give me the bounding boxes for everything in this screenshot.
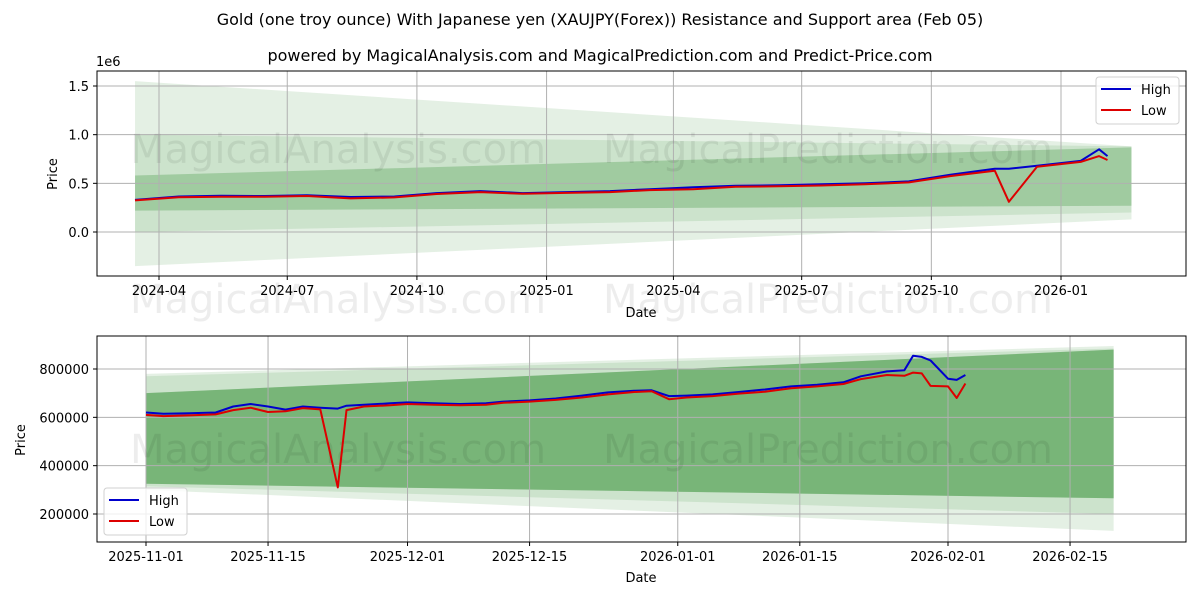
band-core bbox=[146, 349, 1114, 499]
band-inner bbox=[146, 349, 1114, 499]
watermark-right: MagicalPrediction.com bbox=[603, 427, 1053, 473]
x-tick-label: 2026-01-01 bbox=[640, 550, 716, 565]
axes-frame bbox=[96, 335, 1187, 543]
y-axis-label: Price bbox=[14, 424, 29, 456]
series-high-line bbox=[145, 354, 966, 415]
watermarks: MagicalAnalysis.com MagicalPrediction.co… bbox=[130, 127, 1053, 173]
legend: High Low bbox=[103, 487, 188, 536]
grid-lines bbox=[97, 336, 1186, 542]
watermark-right: MagicalPrediction.com bbox=[603, 277, 1053, 323]
x-tick-label: 2025-04 bbox=[646, 284, 700, 299]
y-tick-label: 800000 bbox=[39, 363, 89, 378]
chart-subtitle: powered by MagicalAnalysis.com and Magic… bbox=[267, 46, 933, 65]
y-axis-label: Price bbox=[46, 158, 61, 190]
x-axis-ticks: 2024-04 2024-07 2024-10 2025-01 2025-04 2025-… bbox=[132, 276, 1088, 299]
legend-low-label: Low bbox=[1141, 104, 1167, 119]
legend: High Low bbox=[1095, 76, 1180, 125]
x-tick-label: 2026-02-01 bbox=[910, 550, 986, 565]
price-lines bbox=[145, 354, 967, 489]
legend-high-label: High bbox=[1141, 83, 1171, 98]
x-tick-label: 2025-12-15 bbox=[492, 550, 568, 565]
watermarks: MagicalAnalysis.com MagicalPrediction.co… bbox=[130, 277, 1053, 473]
x-tick-label: 2026-02-15 bbox=[1032, 550, 1108, 565]
x-tick-label: 2025-10 bbox=[904, 284, 958, 299]
y-axis-ticks: 200000 400000 600000 800000 bbox=[39, 363, 97, 523]
x-tick-label: 2025-11-01 bbox=[108, 550, 184, 565]
top-chart: MagicalAnalysis.com MagicalPrediction.co… bbox=[46, 55, 1187, 321]
chart-title: Gold (one troy ounce) With Japanese yen … bbox=[216, 10, 984, 29]
price-lines bbox=[134, 148, 1109, 203]
x-tick-label: 2024-07 bbox=[260, 284, 314, 299]
x-axis-label: Date bbox=[625, 306, 656, 321]
band-inner bbox=[135, 147, 1132, 211]
x-tick-label: 2025-01 bbox=[519, 284, 573, 299]
y-tick-label: 600000 bbox=[39, 411, 89, 426]
y-tick-label: 1.5 bbox=[68, 80, 89, 95]
axes-frame bbox=[96, 70, 1187, 277]
watermark-left: MagicalAnalysis.com bbox=[130, 427, 546, 473]
band-outer bbox=[135, 81, 1132, 267]
y-axis-ticks: 0.0 0.5 1.0 1.5 bbox=[68, 80, 97, 241]
watermark-left: MagicalAnalysis.com bbox=[130, 277, 546, 323]
support-resistance-bands bbox=[146, 346, 1114, 531]
x-tick-label: 2024-10 bbox=[390, 284, 444, 299]
y-tick-label: 400000 bbox=[39, 460, 89, 475]
x-tick-label: 2025-07 bbox=[775, 284, 829, 299]
bottom-chart: MagicalAnalysis.com MagicalPrediction.co… bbox=[14, 277, 1187, 586]
grid-lines bbox=[97, 71, 1186, 276]
x-tick-label: 2026-01-15 bbox=[762, 550, 838, 565]
watermark-left: MagicalAnalysis.com bbox=[130, 127, 546, 173]
band-middle bbox=[146, 348, 1114, 514]
legend-high-label: High bbox=[149, 494, 179, 509]
x-axis-label: Date bbox=[625, 571, 656, 586]
y-scale-label: 1e6 bbox=[96, 55, 121, 70]
series-low-line bbox=[134, 155, 1108, 203]
x-tick-label: 2025-11-15 bbox=[230, 550, 306, 565]
x-tick-label: 2025-12-01 bbox=[370, 550, 446, 565]
y-tick-label: 200000 bbox=[39, 508, 89, 523]
x-tick-label: 2024-04 bbox=[132, 284, 186, 299]
x-axis-ticks: 2025-11-01 2025-11-15 2025-12-01 2025-12-15… bbox=[108, 542, 1108, 565]
support-resistance-bands bbox=[135, 81, 1132, 267]
x-tick-label: 2026-01 bbox=[1034, 284, 1088, 299]
watermark-right: MagicalPrediction.com bbox=[603, 127, 1053, 173]
legend-low-label: Low bbox=[149, 515, 175, 530]
y-tick-label: 0.5 bbox=[68, 177, 89, 192]
band-outer bbox=[146, 346, 1114, 531]
y-tick-label: 0.0 bbox=[68, 226, 89, 241]
series-low-line bbox=[145, 371, 967, 489]
y-tick-label: 1.0 bbox=[68, 129, 89, 144]
